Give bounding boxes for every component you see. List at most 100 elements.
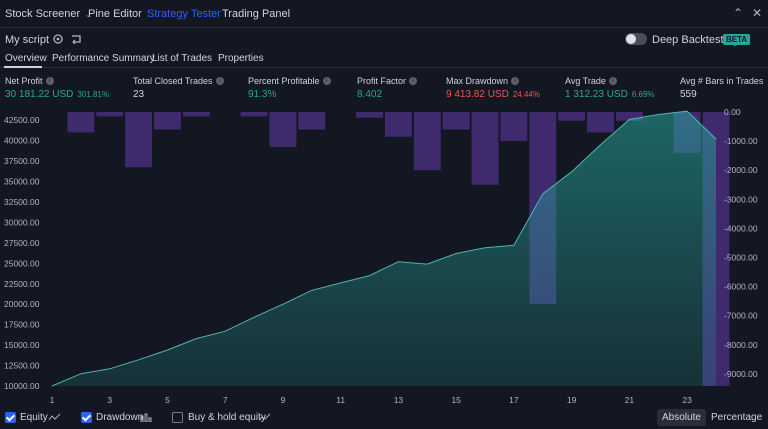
right-axis-tick: -2000.00: [724, 165, 758, 175]
metric-sub-value: 24.44%: [512, 90, 540, 99]
gear-icon[interactable]: [52, 33, 64, 45]
metric-value: 9 413.82 USD: [446, 89, 509, 100]
x-axis-tick: 5: [165, 395, 170, 405]
metrics-row: Net Profit i 30 181.22 USD 301.81% Total C…: [0, 76, 768, 106]
chevron-up-icon[interactable]: ⌃: [733, 6, 744, 20]
drawdown-bar: [471, 112, 499, 185]
active-tab-indicator: [4, 66, 42, 68]
tab-pine-editor[interactable]: Pine Editor: [88, 8, 142, 20]
right-axis-tick: -8000.00: [724, 340, 758, 350]
left-axis-tick: 40000.00: [4, 136, 40, 146]
equity-checkbox[interactable]: [5, 412, 16, 423]
metric-label: Profit Factor: [357, 76, 407, 86]
script-bar: My script Deep Backtesting BETA: [0, 28, 768, 50]
tab-label: Stock Screener: [5, 8, 81, 20]
metric-label: Avg # Bars in Trades: [680, 76, 764, 86]
tab-list-of-trades[interactable]: List of Trades: [152, 53, 213, 64]
info-icon[interactable]: i: [215, 77, 224, 85]
metric-value: 91.3%: [248, 89, 277, 100]
right-axis-tick: -1000.00: [724, 136, 758, 146]
left-axis-tick: 37500.00: [4, 156, 40, 166]
report-tabs: Overview Performance Summary List of Tra…: [0, 50, 768, 68]
top-tab-bar: Stock Screener ⌄ Pine Editor Strategy Tes…: [0, 0, 768, 28]
x-axis-tick: 13: [394, 395, 404, 405]
x-axis-tick: 23: [682, 395, 692, 405]
deep-backtesting-label: Deep Backtesting: [652, 34, 739, 46]
info-icon[interactable]: i: [511, 77, 520, 85]
metric-sub-value: 301.81%: [77, 90, 109, 99]
close-icon[interactable]: ✕: [752, 6, 763, 20]
deep-backtesting-toggle[interactable]: [625, 33, 647, 45]
equity-line: [51, 110, 717, 387]
tab-strategy-tester[interactable]: Strategy Tester: [147, 8, 221, 20]
x-axis-tick: 9: [281, 395, 286, 405]
left-axis-tick: 12500.00: [4, 361, 40, 371]
x-axis-tick: 15: [451, 395, 461, 405]
metric-value: 559: [680, 89, 697, 100]
left-axis-tick: 10000.00: [4, 381, 40, 391]
right-axis-tick: -4000.00: [724, 223, 758, 233]
drawdown-bar: [154, 112, 181, 130]
drawdown-bar: [182, 112, 210, 117]
drawdown-bar: [125, 112, 153, 168]
metric-value: 23: [133, 89, 145, 100]
left-axis-tick: 17500.00: [4, 320, 40, 330]
drawdown-bar: [269, 112, 297, 147]
right-axis-tick: -5000.00: [724, 253, 758, 263]
replay-icon[interactable]: [70, 33, 82, 45]
info-icon[interactable]: i: [45, 77, 54, 85]
metric-profit-factor: Profit Factor i 8.402: [357, 76, 418, 100]
left-axis-tick: 20000.00: [4, 299, 40, 309]
info-icon[interactable]: i: [608, 77, 617, 85]
percentage-button[interactable]: Percentage: [711, 412, 763, 423]
drawdown-bar: [500, 112, 528, 142]
x-axis-tick: 11: [336, 395, 345, 405]
left-axis-tick: 35000.00: [4, 177, 40, 187]
x-axis-tick: 1: [50, 395, 55, 405]
metric-label: Net Profit: [5, 76, 43, 86]
drawdown-bar: [96, 112, 124, 117]
metric-label: Percent Profitable: [248, 76, 320, 86]
left-axis-tick: 22500.00: [4, 279, 40, 289]
metric-max-drawdown: Max Drawdown i 9 413.82 USD 24.44%: [446, 76, 540, 100]
drawdown-label: Drawdown: [96, 412, 144, 423]
drawdown-bar: [587, 112, 614, 133]
tab-trading-panel[interactable]: Trading Panel: [222, 8, 291, 20]
tab-stock-screener[interactable]: Stock Screener ⌄: [5, 8, 92, 20]
drawdown-bar: [558, 112, 586, 121]
absolute-button[interactable]: Absolute: [657, 409, 706, 426]
info-icon[interactable]: i: [322, 77, 331, 85]
x-axis-tick: 19: [567, 395, 577, 405]
metric-avg-trade: Avg Trade i 1 312.23 USD 6.69%: [565, 76, 655, 100]
bar-chart-icon: [140, 413, 152, 422]
right-axis-tick: -3000.00: [724, 194, 758, 204]
left-axis-tick: 42500.00: [4, 115, 40, 125]
buy-hold-checkbox[interactable]: [172, 412, 183, 423]
metric-label: Max Drawdown: [446, 76, 509, 86]
script-name[interactable]: My script: [5, 34, 49, 46]
info-icon[interactable]: i: [409, 77, 418, 85]
chart-options-bar: Equity Drawdown Buy & hold equity Absolu…: [0, 406, 768, 429]
tab-performance-summary[interactable]: Performance Summary: [52, 53, 155, 64]
metric-sub-value: 6.69%: [631, 90, 655, 99]
metric-value: 8.402: [357, 89, 383, 100]
drawdown-bar: [413, 112, 441, 171]
drawdown-bar: [240, 112, 268, 117]
metric-value: 1 312.23 USD: [565, 89, 628, 100]
drawdown-bar: [298, 112, 326, 130]
drawdown-checkbox[interactable]: [81, 412, 92, 423]
right-axis-tick: -9000.00: [724, 369, 758, 379]
drawdown-bar: [442, 112, 470, 130]
x-axis-tick: 17: [509, 395, 519, 405]
tab-properties[interactable]: Properties: [218, 53, 264, 64]
left-axis-tick: 32500.00: [4, 197, 40, 207]
equity-label: Equity: [20, 412, 48, 423]
equity-drawdown-chart[interactable]: 42500.00 40000.00 37500.00 35000.00 32500.00…: [0, 106, 768, 406]
right-axis-tick: 0.00: [724, 107, 741, 117]
x-axis-tick: 21: [625, 395, 635, 405]
metric-avg-bars: Avg # Bars in Trades 559: [680, 76, 763, 100]
left-axis-tick: 27500.00: [4, 238, 40, 248]
tab-overview[interactable]: Overview: [5, 53, 47, 64]
left-axis-tick: 15000.00: [4, 340, 40, 350]
buy-hold-label: Buy & hold equity: [188, 412, 266, 423]
